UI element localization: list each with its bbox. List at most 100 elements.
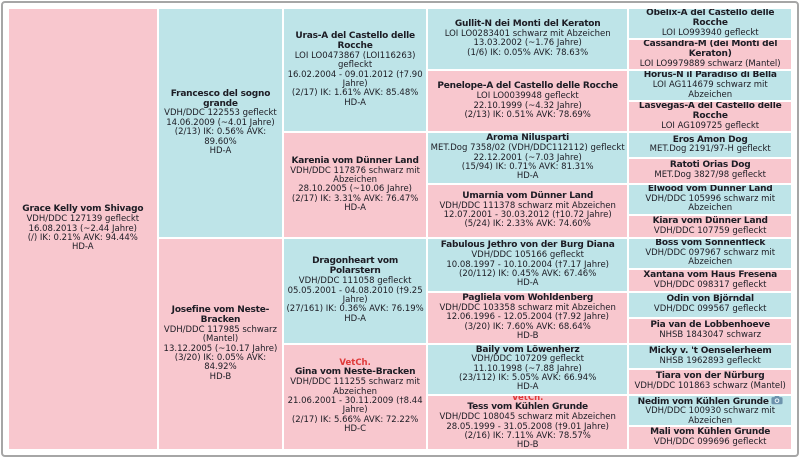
dog-detail-line: LOI LO0039948 gefleckt xyxy=(476,91,579,102)
camera-icon[interactable] xyxy=(771,395,783,405)
dog-detail-line: 28.10.2005 (~10.06 Jahre) xyxy=(298,184,413,195)
dog-name[interactable]: Tiara von der Nürburg xyxy=(656,371,765,382)
dog-cell[interactable]: Karenia vom Dünner Land VDH/DDC 117876 sc… xyxy=(284,133,426,237)
dog-name-text: Eros Amon Dog xyxy=(672,134,748,145)
dog-detail-line: (2/17) IK: 1.61% AVK: 85.48% xyxy=(291,88,419,99)
dog-name[interactable]: Elwood vom Dünner Land xyxy=(648,185,773,195)
dog-cell[interactable]: Boss vom Sonnenfleck VDH/DDC 097967 schwa… xyxy=(629,238,791,268)
dog-name[interactable]: Gullit-N dei Monti del Keraton xyxy=(455,19,601,30)
dog-name[interactable]: Umarnia vom Dünner Land xyxy=(462,191,593,202)
dog-cell[interactable]: Eros Amon Dog MET.Dog 2191/97-H gefleckt xyxy=(629,133,791,157)
dog-name[interactable]: Penelope-A del Castello delle Rocche xyxy=(437,81,618,92)
dog-cell[interactable]: VetCh. Tess vom Kühlen Grunde VDH/DDC 1080… xyxy=(427,395,628,449)
dog-name[interactable]: Lasvegas-A del Castello delle Rocche xyxy=(631,102,789,122)
dog-name-text: Odin von Björndal xyxy=(666,294,754,305)
dog-cell[interactable]: Mali vom Kühlen Grunde VDH/DDC 099696 gef… xyxy=(629,426,791,449)
dog-cell[interactable]: Tiara von der Nürburg VDH/DDC 101863 schw… xyxy=(629,370,791,394)
dog-detail-line: VDH/DDC 103358 schwarz mit Abzeichen xyxy=(439,303,616,314)
dog-name[interactable]: Grace Kelly vom Shivago xyxy=(22,204,143,215)
dog-name[interactable]: Odin von Björndal xyxy=(666,294,754,305)
dog-name[interactable]: Mali vom Kühlen Grunde xyxy=(650,427,771,438)
dog-name-text: Mali vom Kühlen Grunde xyxy=(650,427,771,438)
dog-cell[interactable]: Fabulous Jethro von der Burg Diana VDH/DD… xyxy=(427,238,628,292)
dog-name[interactable]: Nedim vom Kühlen Grunde xyxy=(638,395,783,408)
dog-name-text: Aroma Nilusparti xyxy=(486,133,570,144)
dog-name[interactable]: Dragonheart vom Polarstern xyxy=(286,257,424,277)
vetch-title-badge: VetCh. xyxy=(511,395,544,404)
dog-detail-line: HD-A xyxy=(344,97,366,108)
dog-name[interactable]: Cassandra-M (dei Monti del Keraton) xyxy=(631,40,789,60)
dog-detail-line: 28.05.1999 - 31.05.2008 (†9.01 Jahre) xyxy=(446,421,609,432)
dog-name[interactable]: Josefine vom Neste-Bracken xyxy=(161,305,281,326)
dog-name[interactable]: Horus-N il Paradiso di Bella xyxy=(644,71,777,81)
dog-cell[interactable]: Cassandra-M (dei Monti del Keraton) LOI L… xyxy=(629,40,791,70)
dog-name-text: Horus-N il Paradiso di Bella xyxy=(643,71,777,81)
dog-cell[interactable]: Pagliela vom Wohldenberg VDH/DDC 103358 s… xyxy=(427,293,628,343)
dog-name[interactable]: Pia van de Lobbenhoeve xyxy=(650,320,770,331)
dog-cell[interactable]: Dragonheart vom Polarstern VDH/DDC 111058… xyxy=(284,238,426,343)
dog-name-text: Obelix-A del Castello delle Rocche xyxy=(646,9,775,28)
vetch-title-badge: VetCh. xyxy=(339,358,371,369)
dog-cell[interactable]: VetCh. Gina vom Neste-Bracken VDH/DDC 1112… xyxy=(284,344,426,449)
dog-cell[interactable]: Micky v. 't Oenselerheem NHSB 1962893 gef… xyxy=(629,344,791,369)
dog-detail-line: VDH/DDC 117876 schwarz mit Abzeichen xyxy=(290,165,420,186)
dog-cell[interactable]: Xantana vom Haus Fresena VDH/DDC 098317 g… xyxy=(629,270,791,292)
pedigree-grid: Grace Kelly vom Shivago VDH/DDC 127139 ge… xyxy=(9,9,791,449)
dog-cell[interactable]: Odin von Björndal VDH/DDC 099567 gefleckt xyxy=(629,293,791,317)
dog-detail-line: (2/17) IK: 5.66% AVK: 72.22% xyxy=(291,414,419,425)
dog-cell[interactable]: Elwood vom Dünner Land VDH/DDC 105996 sch… xyxy=(629,184,791,214)
dog-cell[interactable]: Ratoti Orias Dog MET.Dog 3827/98 gefleckt xyxy=(629,158,791,183)
dog-detail-line: 11.10.1998 (~7.88 Jahre) xyxy=(473,363,582,374)
dog-detail-line: VDH/DDC 105996 schwarz mit Abzeichen xyxy=(645,193,776,214)
dog-name[interactable]: Pagliela vom Wohldenberg xyxy=(462,293,593,304)
dog-name[interactable]: Baily vom Löwenherz xyxy=(476,345,580,356)
dog-name[interactable]: Karenia vom Dünner Land xyxy=(291,156,418,167)
dog-cell[interactable]: Penelope-A del Castello delle Rocche LOI … xyxy=(427,71,628,132)
dog-detail-line: NHSB 1962893 gefleckt xyxy=(659,355,761,366)
dog-detail-line: HD-C xyxy=(344,424,367,435)
dog-name[interactable]: Gina vom Neste-Bracken xyxy=(294,367,416,378)
dog-cell[interactable]: Lasvegas-A del Castello delle Rocche LOI … xyxy=(629,102,791,132)
dog-detail-line: (/) IK: 0.21% AVK: 94.44% xyxy=(27,232,138,243)
dog-name-text: Micky v. 't Oenselerheem xyxy=(648,345,772,356)
dog-cell[interactable]: Obelix-A del Castello delle Rocche LOI LO… xyxy=(629,9,791,39)
dog-name[interactable]: Kiara vom Dünner Land xyxy=(653,216,768,227)
dog-name[interactable]: Boss vom Sonnenfleck xyxy=(655,239,765,249)
dog-detail-line: LOI LO9979889 schwarz (Mantel) xyxy=(639,58,781,69)
dog-name[interactable]: Obelix-A del Castello delle Rocche xyxy=(631,9,789,29)
dog-name[interactable]: Francesco del sogno grande xyxy=(161,89,281,110)
dog-detail-line: VDH/DDC 111378 schwarz mit Abzeichen xyxy=(439,200,616,211)
dog-name[interactable]: Uras-A del Castello delle Rocche xyxy=(286,31,424,52)
dog-detail-line: VDH/DDC 111058 gefleckt xyxy=(298,276,412,287)
dog-detail-line: VDH/DDC 107209 gefleckt xyxy=(471,354,584,365)
dog-detail-line: LOI LO993940 gefleckt xyxy=(661,27,759,38)
dog-name-text: Fabulous Jethro von der Burg Diana xyxy=(440,240,615,251)
dog-name-text: Cassandra-M (dei Monti del Keraton) xyxy=(643,40,778,59)
dog-cell[interactable]: Baily vom Löwenherz VDH/DDC 107209 geflec… xyxy=(427,344,628,394)
dog-name[interactable]: Eros Amon Dog xyxy=(672,134,748,146)
dog-detail-line: HD-A xyxy=(71,242,94,253)
dog-name[interactable]: Aroma Nilusparti xyxy=(486,133,570,144)
dog-cell[interactable]: Francesco del sogno grande VDH/DDC 122553… xyxy=(158,9,283,237)
dog-cell[interactable]: Aroma Nilusparti MET.Dog 7358/02 (VDH/DDC… xyxy=(427,133,628,183)
dog-detail-line: 22.12.2001 (~7.03 Jahre) xyxy=(473,152,582,163)
dog-cell[interactable]: Umarnia vom Dünner Land VDH/DDC 111378 sc… xyxy=(427,184,628,237)
dog-detail-line: VDH/DDC 101863 schwarz (Mantel) xyxy=(634,381,786,392)
dog-name-text: Gina vom Neste-Bracken xyxy=(294,367,416,378)
dog-cell[interactable]: Uras-A del Castello delle Rocche LOI LO04… xyxy=(284,9,426,132)
dog-detail-line: VDH/DDC 099696 gefleckt xyxy=(653,437,767,448)
dog-name[interactable]: Xantana vom Haus Fresena xyxy=(643,270,777,281)
dog-cell[interactable]: Nedim vom Kühlen Grunde VDH/DDC 100930 sc… xyxy=(629,395,791,425)
dog-cell[interactable]: Kiara vom Dünner Land VDH/DDC 107759 gefl… xyxy=(629,215,791,237)
dog-name[interactable]: Ratoti Orias Dog xyxy=(670,160,751,171)
dog-cell[interactable]: Pia van de Lobbenhoeve NHSB 1843047 schwa… xyxy=(629,318,791,343)
dog-cell[interactable]: Horus-N il Paradiso di Bella LOI AG114679… xyxy=(629,71,791,101)
dog-cell[interactable]: Grace Kelly vom Shivago VDH/DDC 127139 ge… xyxy=(9,9,157,449)
dog-detail-line: VDH/DDC 099567 gefleckt xyxy=(653,304,767,315)
dog-cell[interactable]: Gullit-N dei Monti del Keraton LOI LO0283… xyxy=(427,9,628,70)
dog-name[interactable]: Tess vom Kühlen Grunde xyxy=(467,402,588,413)
dog-name[interactable]: Fabulous Jethro von der Burg Diana xyxy=(440,240,615,251)
dog-cell[interactable]: Josefine vom Neste-Bracken VDH/DDC 117985… xyxy=(158,238,283,449)
dog-name[interactable]: Micky v. 't Oenselerheem xyxy=(648,345,772,357)
